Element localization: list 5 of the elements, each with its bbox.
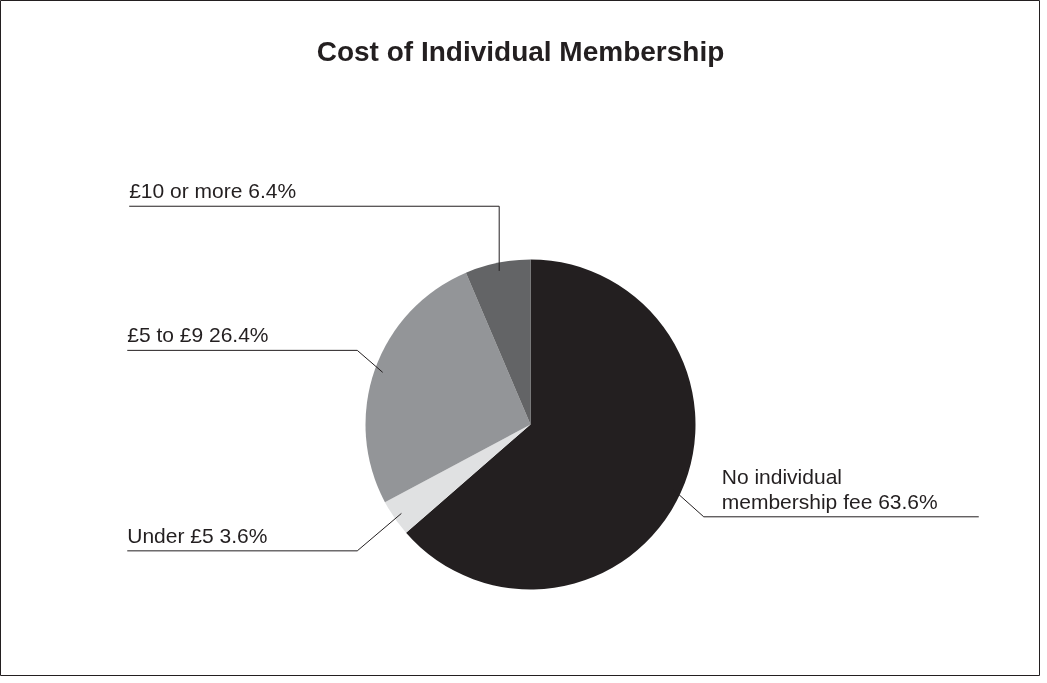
slice-label: Under £5 3.6% xyxy=(127,523,268,547)
slice-label: No individual membership fee 63.6% xyxy=(721,464,938,513)
slice-label: £5 to £9 26.4% xyxy=(127,323,269,347)
slice-label: £10 or more 6.4% xyxy=(129,179,297,203)
chart-title: Cost of Individual Membership xyxy=(316,35,725,67)
